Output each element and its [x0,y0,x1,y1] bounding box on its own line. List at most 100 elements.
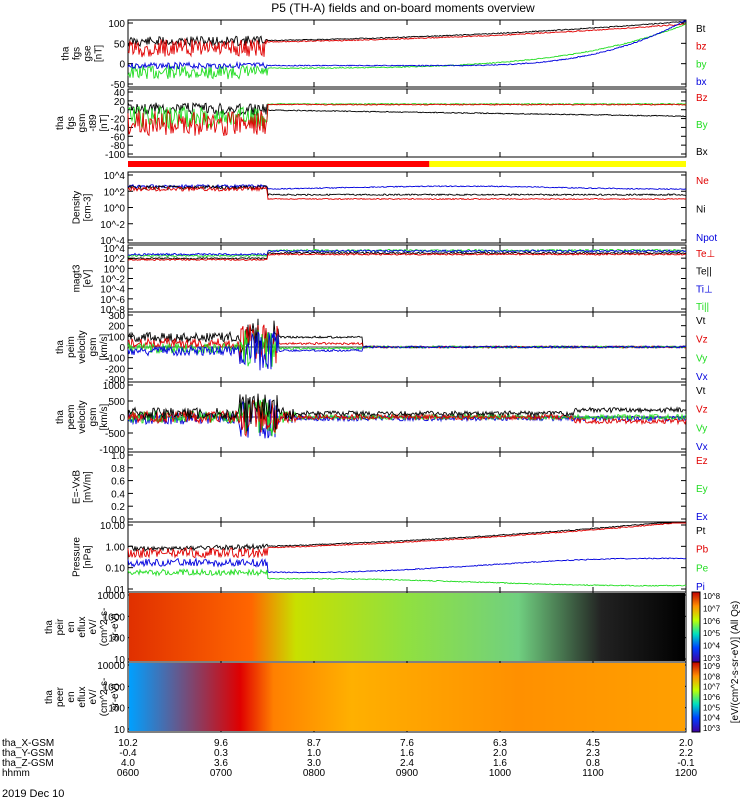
colorbar [691,661,701,733]
colorbar-tick-label: 10^4 [703,642,721,651]
legend-bz: bz [696,42,707,53]
y-tick-label: 500 [108,397,125,408]
legend-vy: Vy [696,353,707,364]
y-tick-label: 10^2 [104,254,126,265]
legend-ni: Ni [696,205,705,216]
series-line [127,185,687,201]
legend-pb: Pb [696,545,709,556]
ylabel-line: -t89 [88,114,99,132]
y-tick-label: 10.00 [100,521,125,532]
x-tick-label: 1.6 [493,758,507,769]
colorbar-tick-label: 10^5 [703,629,721,638]
panel-ylabel: thafgsgsm-t89[nT] [55,114,110,133]
y-tick-label: 20 [114,97,126,108]
legend-ti⊥: Ti⊥ [696,284,713,295]
ylabel-line: sr-eV) [110,683,121,710]
x-row-name: tha_Y-GSM [2,748,53,759]
ylabel-line: Density [72,191,83,224]
panel-ylabel: thafgsgse[nT] [61,45,105,62]
colorbar-tick-label: 10^6 [703,693,721,702]
panel-peir: 10000 1000 100 10 thapeirenefluxeV/(cm^2-s-s… [44,591,687,666]
x-tick-label: 3.6 [214,758,228,769]
legend-ne: Ne [696,176,709,187]
y-tick-label: 10000 [97,591,125,602]
x-axis: tha_X-GSM 10.2 9.6 8.7 7.6 6.3 4.5 2.0 tha_Y-GSM… [2,738,698,779]
y-tick-label: -300 [105,375,125,386]
y-tick-label: 10^2 [104,187,126,198]
ylabel-line: fgs [66,116,77,129]
panel-ylabel: thapeerenefluxeV/(cm^2-s-sr-eV) [44,678,121,717]
ylabel-line: eV/ [88,689,99,704]
y-tick-label: 0.01 [106,585,126,596]
y-tick-label: 10 [114,655,126,666]
ylabel-line: velocity [77,330,88,363]
y-tick-label: -200 [105,364,125,375]
y-tick-label: 100 [108,19,125,30]
colorbar-tick-label: 10^6 [703,617,721,626]
ylabel-line: E=-VxB [72,470,83,505]
ylabel-line: gsm [77,114,88,133]
legend-vt: Vt [696,316,706,327]
legend-pi: Pi [696,582,705,593]
ylabel-line: [nT] [99,114,110,131]
y-tick-label: 0 [119,343,125,354]
x-tick-label: 0.3 [214,748,228,759]
ylabel-line: eflux [77,686,88,707]
panel-density: 10^4 10^2 10^0 10^-2 10^-4 Density[cm-3] Ne Ni N… [72,171,718,247]
ylabel-line: gsm [88,338,99,357]
y-tick-label: -80 [111,141,126,152]
series-line [127,103,687,137]
x-tick-label: 7.6 [400,738,414,749]
y-tick-label: 1000 [103,682,126,693]
x-tick-label: 4.5 [586,738,600,749]
series-line [127,557,687,574]
ylabel-line: Pressure [72,537,83,577]
ylabel-line: magt3 [72,264,83,292]
ylabel-line: [cm-3] [83,193,94,221]
y-tick-label: 0 [119,413,125,424]
x-tick-label: 3.0 [307,758,321,769]
panel-ylabel: magt3[eV] [72,264,94,292]
legend-vz: Vz [696,405,708,416]
legend-bz: Bz [696,93,708,104]
y-tick-label: 100 [108,332,125,343]
x-tick-label: 1200 [675,768,698,779]
series-line [127,252,687,262]
x-tick-label: 0900 [396,768,419,779]
y-tick-label: -40 [111,123,126,134]
colorbar-tick-label: 10^3 [703,654,721,663]
x-tick-label: 4.0 [121,758,135,769]
panel-ylabel: thapeimvelocitygsm[km/s] [55,330,110,363]
panel-peer: 10000 1000 100 10 thapeerenefluxeV/(cm^2-s-s… [44,661,687,736]
x-row-name: hhmm [2,768,30,779]
y-tick-label: 0.4 [111,489,125,500]
colorbar-tick-label: 10^7 [703,683,721,692]
x-tick-label: 2.0 [679,738,693,749]
mode-bar [128,161,686,167]
ylabel-line: gse [83,45,94,62]
x-tick-label: 1000 [489,768,512,779]
series-line [127,393,687,432]
panel-ylabel: E=-VxB[mV/m] [72,470,94,505]
ylabel-line: tha [44,620,55,634]
y-tick-label: -500 [105,429,125,440]
y-tick-label: -20 [111,115,126,126]
ylabel-line: tha [61,46,72,60]
spectrogram-peer [129,663,685,731]
x-tick-label: 2.4 [400,758,414,769]
y-tick-label: 1000 [103,612,126,623]
x-tick-label: 2.3 [586,748,600,759]
spectrogram-peir [129,593,685,661]
ylabel-line: fgs [72,47,83,60]
y-tick-label: 10^-2 [100,275,125,286]
ylabel-line: tha [44,690,55,704]
legend-by: By [696,120,708,131]
y-tick-label: 0.10 [106,564,126,575]
y-tick-label: 10^-6 [100,295,125,306]
x-tick-label: 9.6 [214,738,228,749]
mode-bar-slow [128,161,430,167]
ylabel-line: [km/s] [99,333,110,360]
date-label: 2019 Dec 10 [2,788,64,800]
x-tick-label: 10.2 [118,738,138,749]
x-row-name: tha_Z-GSM [2,758,54,769]
